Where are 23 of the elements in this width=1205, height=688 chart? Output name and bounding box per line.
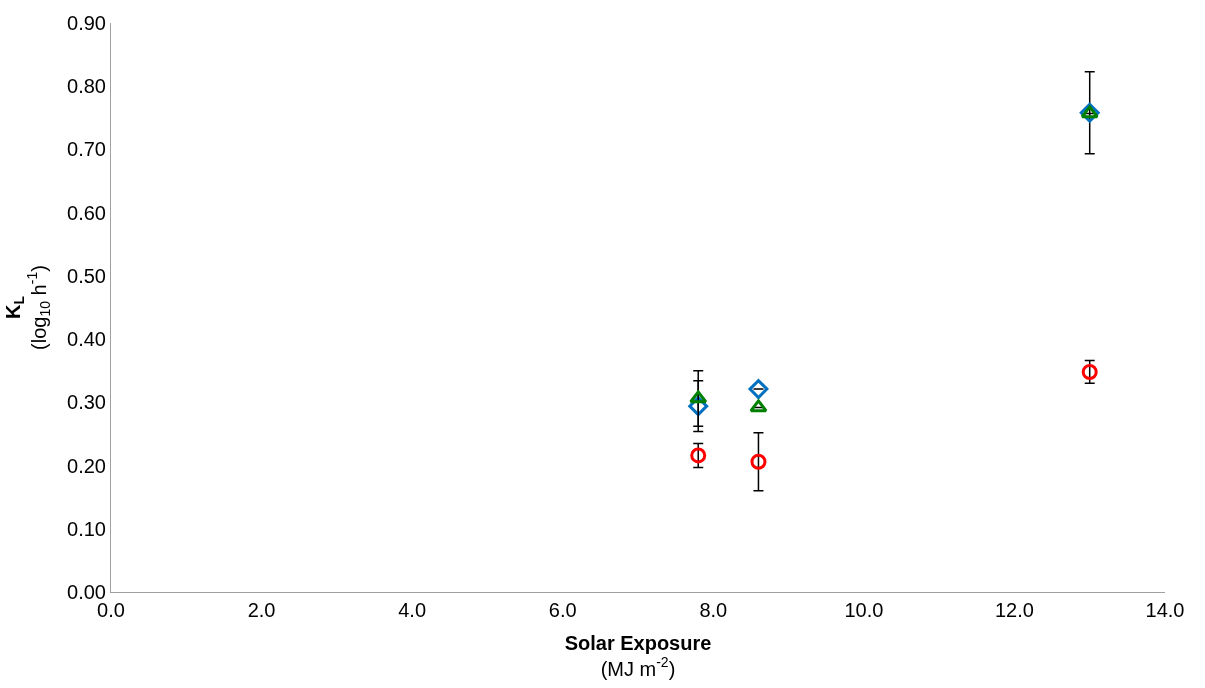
point [690,447,707,464]
point [1081,363,1098,380]
x-tick-label: 4.0 [398,599,427,621]
y-tick-label: 0.50 [67,264,106,287]
point [748,379,769,400]
x-tick-label: 12.0 [994,599,1034,621]
point [689,390,708,404]
x-tick-label: 14.0 [1145,599,1185,621]
y-tick-label: 0.30 [67,391,106,414]
y-tick-label: 0.20 [67,454,106,477]
point [750,453,767,470]
y-tick-label: 0.10 [67,517,106,540]
x-tick-label: 8.0 [699,599,728,621]
y-tick-label: 0.60 [67,201,106,224]
x-axis-title: Solar Exposure (MJ m$^{-2}$) [564,631,712,680]
x-tick-label: 6.0 [548,599,577,621]
x-tick-label: 2.0 [247,599,276,621]
y-tick-label: 0.90 [67,12,106,34]
y-tick-label: 0.40 [67,328,106,351]
x-tick-label: 10.0 [844,599,884,621]
point [749,399,768,413]
y-tick-label: 0.70 [67,138,106,161]
y-tick-label: 0.80 [67,75,106,98]
